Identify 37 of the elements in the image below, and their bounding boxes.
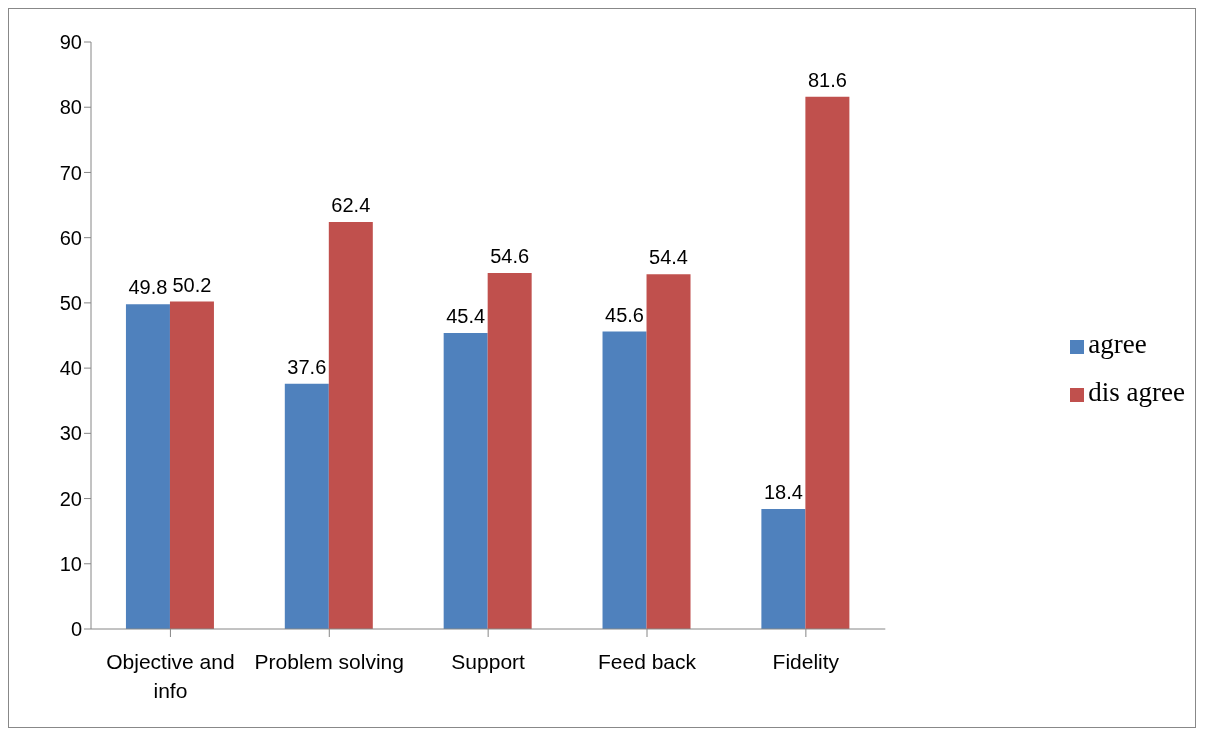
data-label: 18.4	[763, 480, 803, 503]
y-tick-label: 90	[59, 31, 82, 54]
data-label: 37.6	[287, 355, 327, 378]
data-label: 81.6	[807, 68, 847, 91]
bar	[284, 383, 329, 629]
bar	[646, 274, 691, 629]
x-tick-label: Feed back	[597, 650, 697, 673]
y-tick-label: 60	[59, 226, 82, 249]
data-label: 54.6	[490, 244, 530, 267]
y-tick-label: 80	[59, 96, 82, 119]
y-tick-label: 50	[59, 291, 82, 314]
bar	[328, 222, 373, 629]
y-tick-label: 0	[70, 618, 82, 641]
y-tick-label: 40	[59, 357, 82, 380]
legend-label: dis agree	[1088, 377, 1185, 407]
data-label: 62.4	[331, 194, 371, 217]
y-tick-label: 20	[59, 487, 82, 510]
legend-label: agree	[1088, 329, 1147, 359]
data-label: 54.4	[649, 246, 688, 269]
bar	[169, 301, 214, 629]
bar	[487, 272, 532, 629]
bar	[125, 304, 170, 629]
bar	[805, 96, 850, 629]
y-tick-label: 10	[59, 552, 82, 575]
x-tick-label: Fidelity	[772, 650, 840, 673]
bar	[761, 508, 806, 629]
bar	[602, 331, 647, 629]
x-tick-label: Problem solving	[254, 650, 404, 673]
y-tick-label: 70	[59, 161, 82, 184]
x-tick-label: Support	[451, 650, 526, 673]
bar	[443, 332, 488, 629]
data-label: 45.6	[605, 303, 644, 326]
data-label: 45.4	[446, 304, 486, 327]
x-tick-label: Objective and info	[106, 650, 235, 702]
data-label: 50.2	[172, 273, 212, 296]
data-label: 49.8	[128, 276, 168, 299]
y-tick-label: 30	[59, 422, 82, 445]
